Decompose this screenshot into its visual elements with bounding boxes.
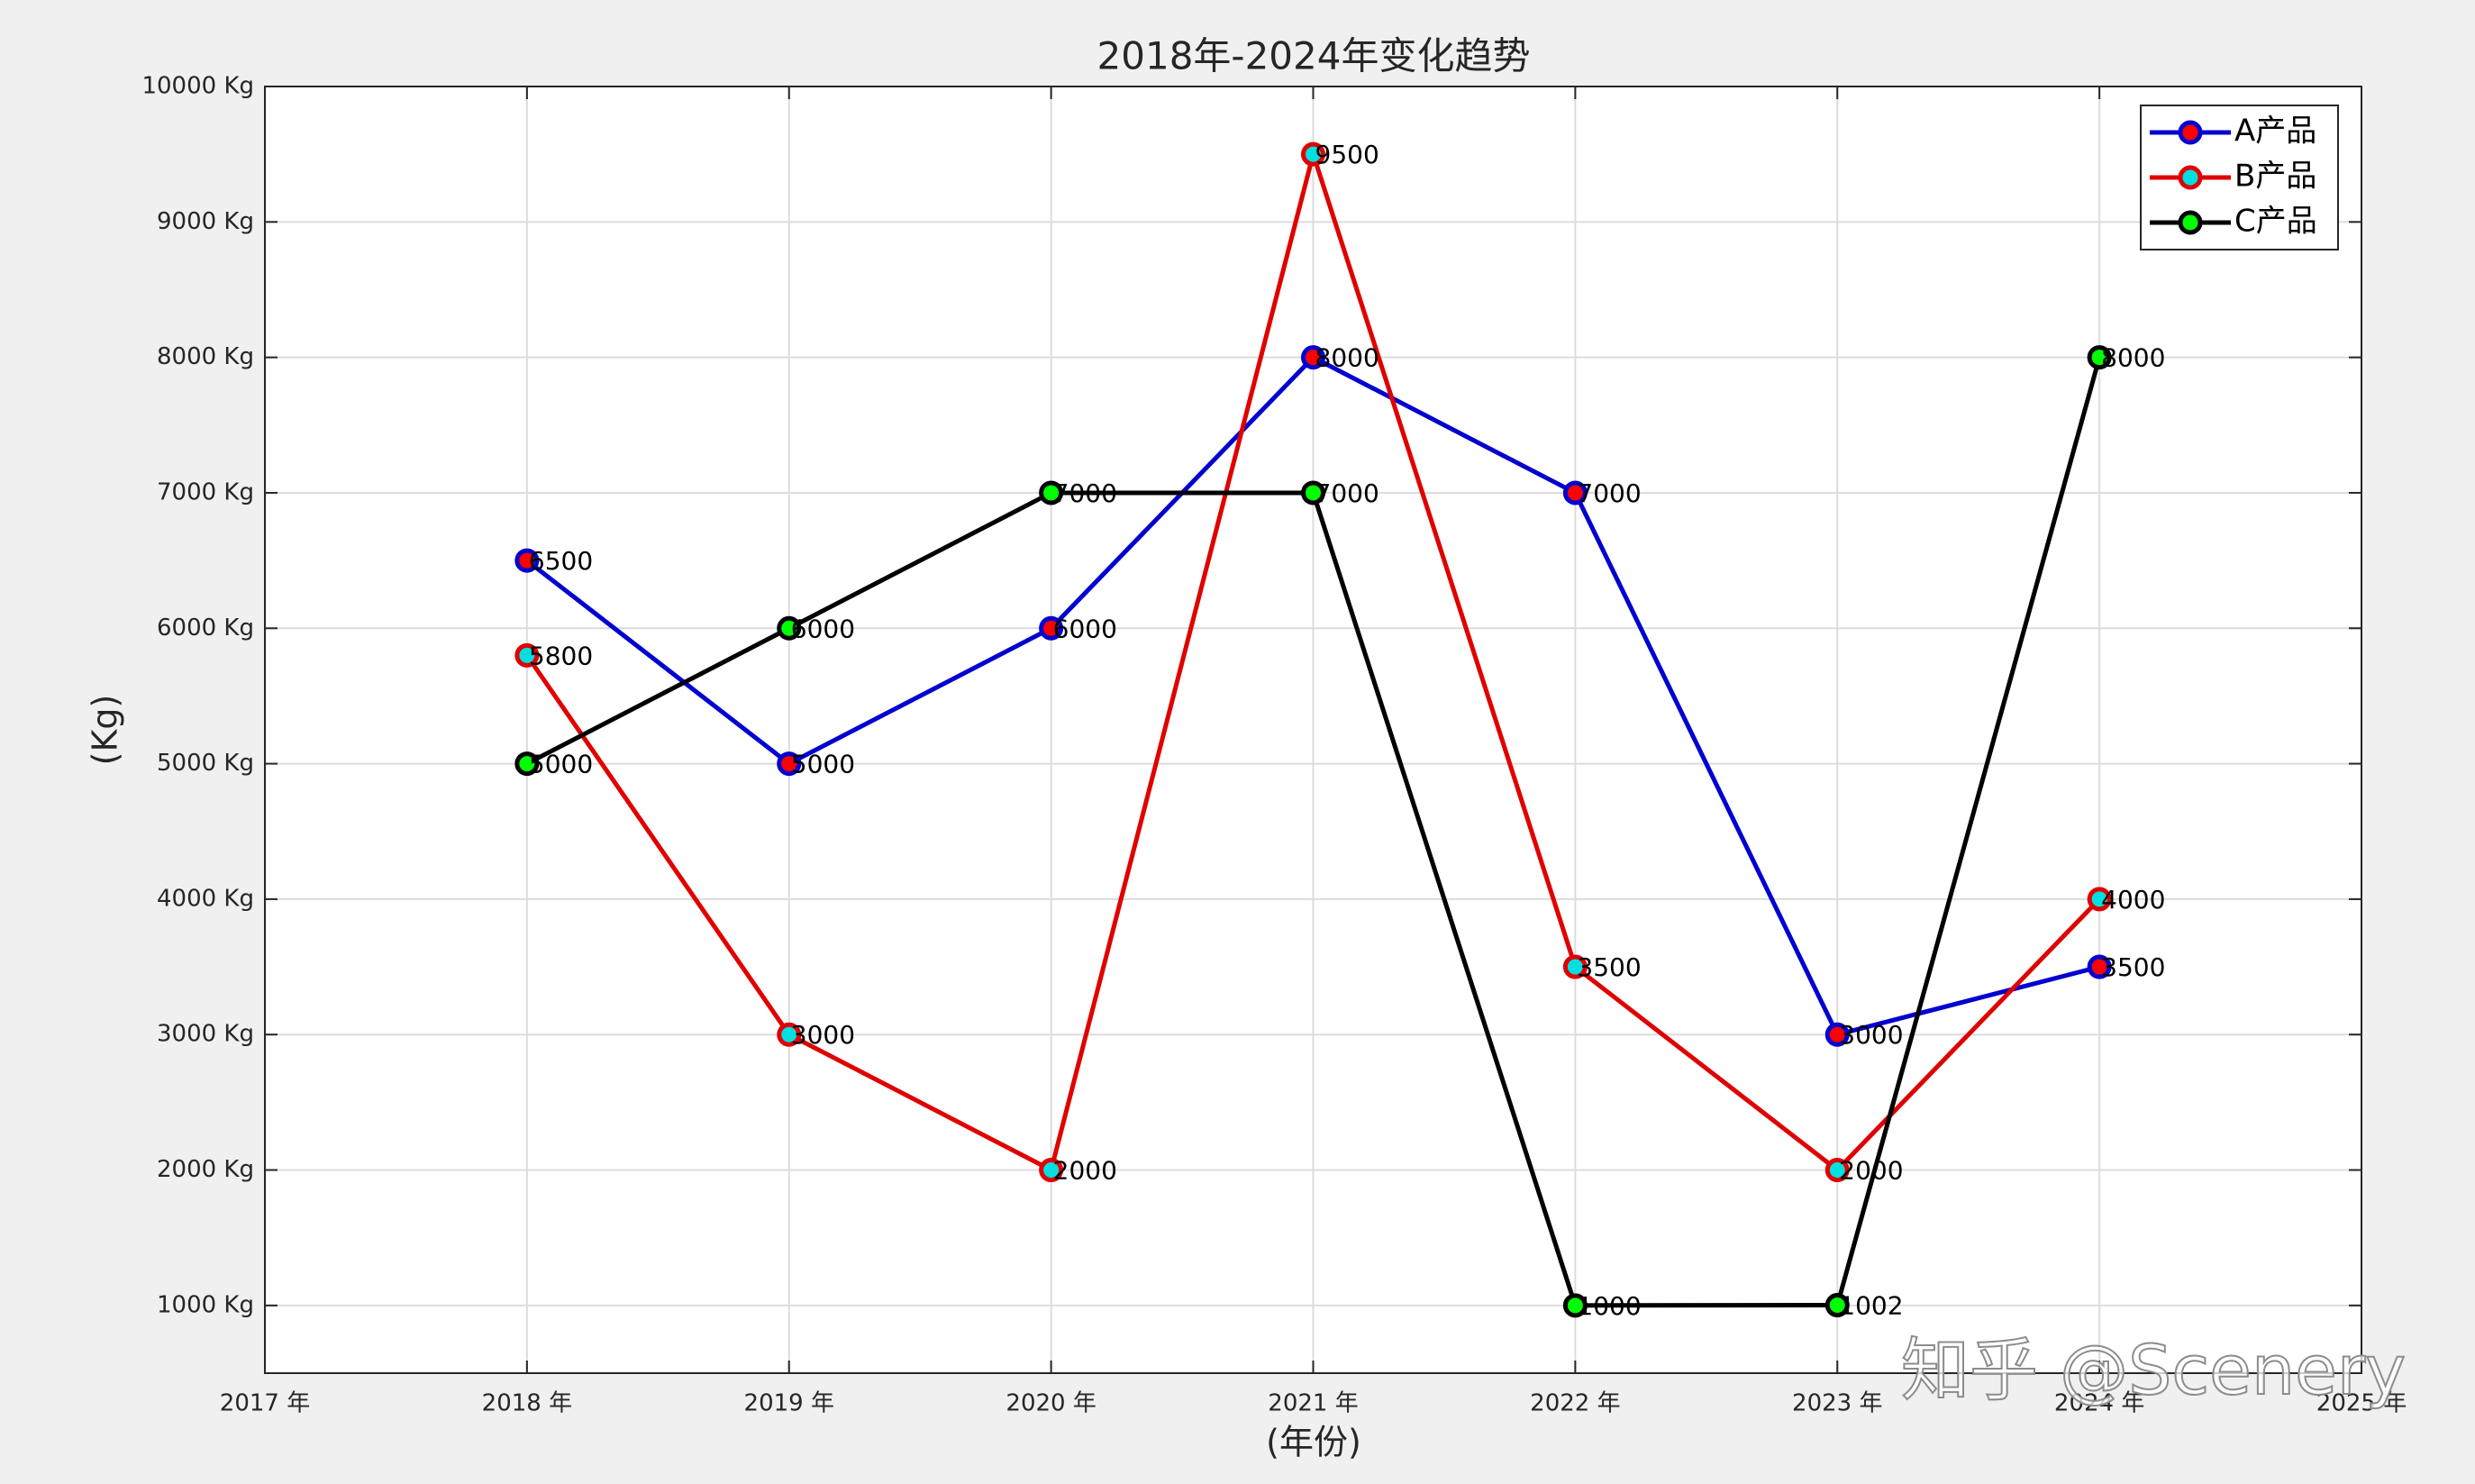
data-label: 7000 bbox=[1315, 478, 1379, 508]
legend-label: C产品 bbox=[2234, 204, 2317, 240]
y-tick-label: 1000 Kg bbox=[157, 1291, 254, 1318]
y-axis-label: (Kg) bbox=[86, 695, 125, 766]
x-tick-label: 2021 年 bbox=[1268, 1390, 1358, 1417]
marker bbox=[2087, 954, 2112, 979]
legend-marker bbox=[2178, 120, 2203, 145]
y-tick-label: 3000 Kg bbox=[157, 1021, 254, 1048]
data-label: 6000 bbox=[1053, 614, 1117, 643]
data-label: 3000 bbox=[1839, 1020, 1903, 1050]
y-tick-label: 7000 Kg bbox=[157, 478, 254, 505]
marker bbox=[1824, 1022, 1850, 1047]
marker bbox=[1824, 1158, 1850, 1183]
y-tick-label: 8000 Kg bbox=[157, 343, 254, 370]
watermark: 知乎 @Scenery bbox=[1901, 1330, 2406, 1410]
marker bbox=[777, 751, 802, 777]
y-tick-label: 6000 Kg bbox=[157, 615, 254, 642]
axes-frame bbox=[264, 86, 2362, 1374]
data-label: 6000 bbox=[791, 614, 855, 643]
marker bbox=[1824, 1293, 1850, 1318]
x-tick-label: 2017 年 bbox=[220, 1390, 310, 1417]
x-tick-label: 2019 年 bbox=[744, 1390, 834, 1417]
y-tick-label: 9000 Kg bbox=[157, 208, 254, 235]
marker bbox=[1562, 480, 1588, 505]
data-label: 5000 bbox=[791, 750, 855, 779]
marker bbox=[777, 1022, 802, 1047]
marker bbox=[2087, 887, 2112, 912]
x-axis-label: (年份) bbox=[1266, 1423, 1361, 1462]
chart-title: 2018年-2024年变化趋势 bbox=[1097, 34, 1531, 78]
x-tick-label: 2024 年 bbox=[2054, 1390, 2144, 1417]
marker bbox=[1562, 954, 1588, 979]
data-label: 5000 bbox=[529, 750, 593, 779]
x-tick-label: 2018 年 bbox=[482, 1390, 572, 1417]
data-label: 3500 bbox=[2101, 952, 2165, 982]
x-tick-label: 2023 年 bbox=[1792, 1390, 1882, 1417]
data-label: 8000 bbox=[2101, 343, 2165, 373]
legend-marker bbox=[2178, 165, 2203, 190]
data-label: 1002 bbox=[1839, 1291, 1903, 1321]
legend-label: A产品 bbox=[2234, 114, 2316, 150]
data-label: 3500 bbox=[1577, 952, 1641, 982]
x-tick-label: 2025 年 bbox=[2316, 1390, 2407, 1417]
marker bbox=[514, 751, 540, 777]
data-label: 4000 bbox=[2101, 885, 2165, 915]
marker bbox=[1039, 480, 1064, 505]
data-label: 9500 bbox=[1315, 140, 1379, 169]
marker bbox=[1301, 480, 1325, 505]
y-tick-label: 2000 Kg bbox=[157, 1156, 254, 1183]
data-label: 3000 bbox=[791, 1020, 855, 1050]
marker bbox=[1562, 1293, 1588, 1318]
y-tick-label: 4000 Kg bbox=[157, 885, 254, 912]
marker bbox=[514, 548, 540, 573]
marker bbox=[514, 642, 540, 668]
x-tick-label: 2022 年 bbox=[1530, 1390, 1620, 1417]
data-label: 6500 bbox=[529, 546, 593, 576]
data-label: 8000 bbox=[1315, 343, 1379, 373]
data-label: 7000 bbox=[1053, 478, 1117, 508]
legend-marker bbox=[2178, 210, 2203, 235]
marker bbox=[777, 615, 802, 641]
x-tick-label: 2020 年 bbox=[1005, 1390, 1096, 1417]
data-label: 1000 bbox=[1577, 1291, 1641, 1321]
legend-label: B产品 bbox=[2234, 159, 2316, 195]
marker bbox=[1039, 615, 1064, 641]
marker bbox=[1301, 141, 1325, 167]
data-label: 2000 bbox=[1839, 1156, 1903, 1186]
y-tick-label: 5000 Kg bbox=[157, 750, 254, 777]
marker bbox=[1301, 345, 1325, 370]
data-label: 5800 bbox=[529, 641, 593, 670]
data-label: 2000 bbox=[1053, 1156, 1117, 1186]
marker bbox=[2087, 345, 2112, 370]
data-label: 7000 bbox=[1577, 478, 1641, 508]
y-tick-label: 10000 Kg bbox=[141, 73, 254, 100]
marker bbox=[1039, 1158, 1064, 1183]
